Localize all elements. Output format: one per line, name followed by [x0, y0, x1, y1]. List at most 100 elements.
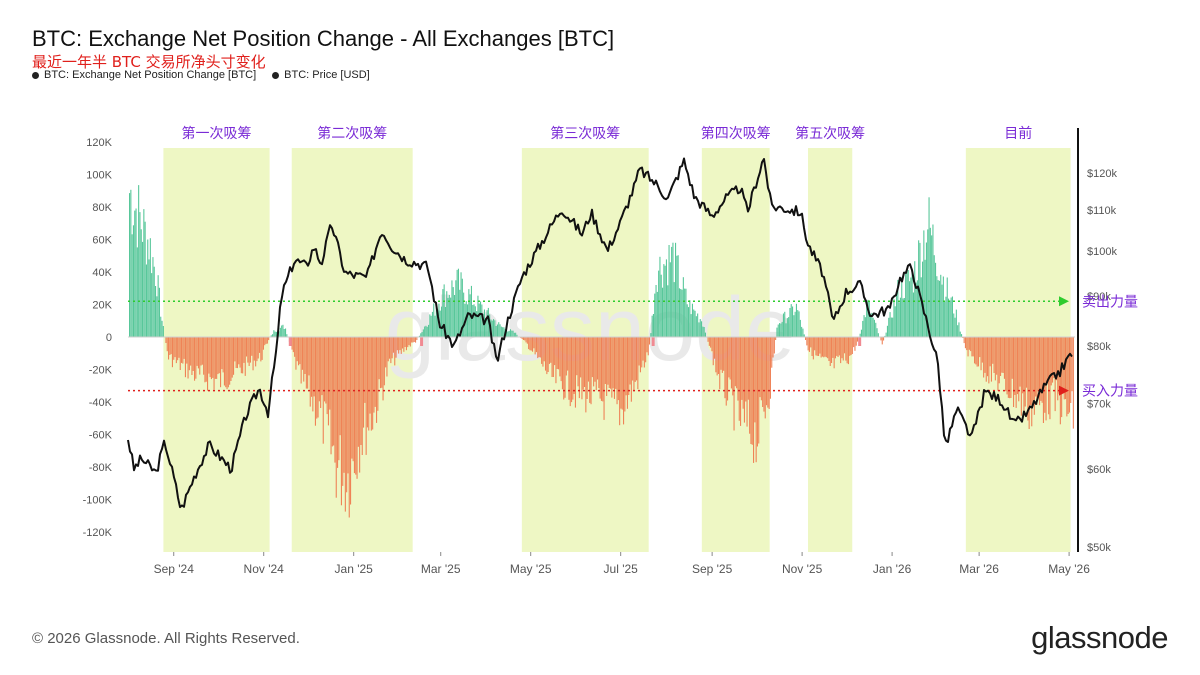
net-position-bar [990, 337, 992, 382]
net-position-bar [446, 291, 448, 337]
net-position-bar [502, 327, 504, 337]
net-position-bar [650, 333, 652, 337]
legend-dot-icon [272, 71, 280, 79]
reference-label-2: 买入力量 [1082, 384, 1138, 400]
net-position-bar [896, 292, 898, 337]
net-position-bar [845, 337, 847, 361]
net-position-bar [935, 262, 937, 337]
net-position-bar [213, 337, 215, 390]
net-position-bar [379, 337, 381, 389]
legend-item-net-position[interactable]: BTC: Exchange Net Position Change [BTC] [32, 69, 256, 81]
net-position-bar [321, 337, 323, 396]
net-position-bar [836, 337, 838, 356]
net-position-bar [482, 313, 484, 337]
net-position-bar [204, 337, 206, 383]
net-position-bar [286, 334, 288, 337]
net-position-bar [363, 337, 365, 428]
net-position-bar [533, 337, 535, 349]
net-position-bar [664, 265, 666, 337]
net-position-bar [801, 326, 803, 337]
net-position-bar [411, 337, 413, 343]
net-position-bar [771, 337, 773, 368]
net-position-bar [368, 337, 370, 431]
net-position-bar [282, 324, 284, 337]
net-position-bar [231, 337, 233, 378]
net-position-bar [151, 273, 153, 337]
net-position-bar [889, 312, 891, 337]
x-tick-label: Jan '26 [873, 562, 912, 576]
net-position-bar [347, 337, 349, 474]
net-position-bar [893, 299, 895, 337]
net-position-bar [226, 337, 228, 390]
net-position-bar [873, 319, 875, 337]
net-position-bar [792, 306, 794, 337]
legend-item-price[interactable]: BTC: Price [USD] [272, 69, 370, 81]
net-position-bar [374, 337, 376, 407]
net-position-bar [589, 337, 591, 403]
net-position-bar [188, 337, 190, 371]
net-position-bar [749, 337, 751, 434]
net-position-bar [420, 337, 424, 346]
net-position-bar [535, 337, 537, 353]
net-position-bar [730, 337, 732, 389]
net-position-bar [987, 337, 989, 377]
y-left-tick-label: 80K [92, 202, 112, 214]
net-position-bar [1059, 337, 1061, 425]
net-position-bar [316, 337, 318, 419]
net-position-bar [338, 337, 340, 461]
net-position-bar [1037, 337, 1039, 392]
y-left-tick-label: 120K [86, 137, 112, 149]
zone-label-4: 第四次吸筹 [701, 125, 771, 142]
net-position-bar [827, 337, 829, 359]
y-left-tick-label: 20K [92, 300, 112, 312]
net-position-bar [210, 337, 212, 380]
net-position-bar [1041, 337, 1043, 403]
net-position-bar [567, 337, 569, 371]
net-position-bar [132, 225, 134, 337]
net-position-bar [626, 337, 628, 409]
net-position-bar [860, 329, 862, 337]
net-position-bar [303, 337, 305, 382]
net-position-bar [948, 298, 950, 337]
net-position-bar [703, 327, 705, 337]
net-position-bar [905, 271, 907, 337]
net-position-bar [499, 324, 501, 337]
net-position-bar [434, 315, 436, 337]
net-position-bar [927, 229, 929, 337]
price-line [127, 157, 1073, 509]
net-position-bar [832, 337, 834, 358]
net-position-bar [373, 337, 375, 413]
net-position-bar [940, 274, 942, 337]
net-position-bar [148, 259, 150, 337]
net-position-bar [546, 337, 548, 375]
net-position-bar [135, 208, 137, 337]
net-position-bar [1028, 337, 1030, 429]
net-position-bar [651, 337, 655, 346]
net-position-bar [844, 337, 846, 354]
net-position-bar [455, 280, 457, 337]
net-position-bar [252, 337, 254, 371]
net-position-bar [1072, 337, 1074, 429]
brand-logo[interactable]: glassnode [1031, 620, 1168, 655]
net-position-bar [781, 321, 783, 337]
net-position-bar [344, 337, 346, 512]
axes: 120K 100K 80K 60K 40K 20K 0 -20K -40K -60K -80K -10… [83, 128, 1117, 576]
net-position-bar [187, 337, 189, 379]
net-position-bar [225, 337, 227, 388]
net-position-bar [1002, 337, 1004, 373]
net-position-bar [617, 337, 619, 401]
net-position-bar [652, 314, 654, 337]
net-position-bar [747, 337, 749, 400]
net-position-bar [511, 330, 513, 337]
net-position-bar [784, 311, 786, 337]
net-position-bar [520, 337, 522, 339]
y-left-tick-label: -60K [89, 430, 113, 442]
net-position-bar [1020, 337, 1022, 416]
net-position-bar [1005, 337, 1007, 392]
net-position-bar [331, 337, 333, 447]
net-position-bar [881, 337, 883, 345]
y-right-tick-label: $60k [1087, 464, 1111, 476]
net-position-bar [529, 337, 531, 351]
net-position-bar [525, 337, 527, 343]
net-position-bar [725, 337, 727, 406]
